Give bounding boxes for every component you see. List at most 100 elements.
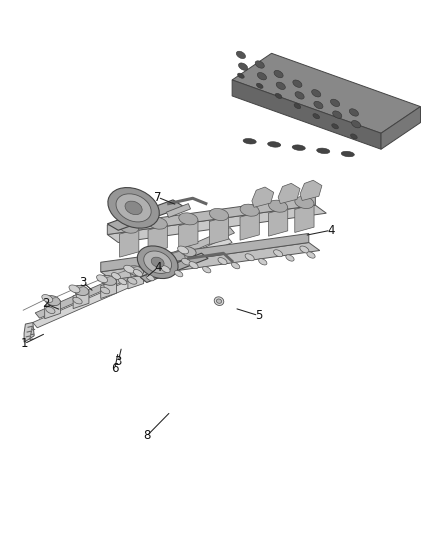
Ellipse shape bbox=[312, 90, 321, 97]
Ellipse shape bbox=[177, 246, 189, 254]
Polygon shape bbox=[268, 208, 288, 236]
Ellipse shape bbox=[42, 295, 53, 302]
Polygon shape bbox=[179, 221, 198, 249]
Ellipse shape bbox=[138, 246, 178, 279]
Ellipse shape bbox=[295, 197, 314, 208]
Polygon shape bbox=[300, 180, 322, 200]
Ellipse shape bbox=[300, 246, 309, 253]
Polygon shape bbox=[381, 107, 420, 149]
Ellipse shape bbox=[294, 103, 301, 109]
Ellipse shape bbox=[69, 285, 80, 293]
Ellipse shape bbox=[314, 101, 323, 109]
Ellipse shape bbox=[101, 276, 117, 285]
Polygon shape bbox=[107, 196, 315, 235]
Ellipse shape bbox=[120, 221, 139, 233]
Ellipse shape bbox=[209, 208, 229, 221]
Ellipse shape bbox=[341, 151, 354, 157]
Ellipse shape bbox=[180, 247, 196, 256]
Ellipse shape bbox=[116, 194, 151, 222]
Ellipse shape bbox=[151, 257, 164, 268]
Ellipse shape bbox=[276, 82, 285, 90]
Polygon shape bbox=[154, 261, 170, 279]
Polygon shape bbox=[101, 243, 320, 280]
Ellipse shape bbox=[333, 111, 342, 118]
Text: 1: 1 bbox=[20, 337, 28, 350]
Polygon shape bbox=[252, 187, 274, 207]
Text: 3: 3 bbox=[115, 355, 122, 368]
Ellipse shape bbox=[293, 80, 302, 87]
Ellipse shape bbox=[237, 51, 245, 59]
Polygon shape bbox=[120, 229, 139, 257]
Ellipse shape bbox=[286, 255, 294, 261]
Ellipse shape bbox=[352, 120, 360, 128]
Ellipse shape bbox=[259, 259, 267, 265]
Polygon shape bbox=[166, 204, 191, 217]
Polygon shape bbox=[101, 233, 309, 272]
Polygon shape bbox=[295, 204, 314, 232]
Polygon shape bbox=[209, 216, 229, 245]
Ellipse shape bbox=[125, 201, 142, 215]
Ellipse shape bbox=[240, 204, 259, 216]
Polygon shape bbox=[33, 237, 232, 328]
Ellipse shape bbox=[155, 268, 164, 274]
Ellipse shape bbox=[100, 287, 110, 294]
Ellipse shape bbox=[96, 275, 108, 282]
Ellipse shape bbox=[274, 70, 283, 78]
Text: 4: 4 bbox=[154, 261, 162, 274]
Polygon shape bbox=[232, 80, 381, 149]
Ellipse shape bbox=[239, 63, 247, 70]
Ellipse shape bbox=[216, 299, 222, 303]
Polygon shape bbox=[148, 225, 167, 253]
Ellipse shape bbox=[134, 270, 142, 277]
Ellipse shape bbox=[332, 124, 339, 129]
Polygon shape bbox=[45, 301, 60, 319]
Ellipse shape bbox=[189, 262, 198, 269]
Ellipse shape bbox=[275, 93, 282, 99]
Text: 6: 6 bbox=[111, 362, 119, 375]
Ellipse shape bbox=[255, 61, 264, 68]
Ellipse shape bbox=[237, 73, 244, 78]
Ellipse shape bbox=[214, 297, 224, 305]
Polygon shape bbox=[140, 253, 208, 282]
Ellipse shape bbox=[350, 134, 357, 139]
Text: 8: 8 bbox=[143, 430, 150, 442]
Ellipse shape bbox=[313, 114, 320, 119]
Ellipse shape bbox=[112, 272, 120, 280]
Ellipse shape bbox=[350, 109, 358, 116]
Ellipse shape bbox=[295, 92, 304, 99]
Ellipse shape bbox=[179, 213, 198, 225]
Ellipse shape bbox=[73, 286, 89, 295]
Ellipse shape bbox=[307, 252, 315, 258]
Polygon shape bbox=[73, 290, 89, 309]
Ellipse shape bbox=[46, 307, 55, 313]
Ellipse shape bbox=[124, 265, 135, 273]
Ellipse shape bbox=[45, 296, 60, 305]
Ellipse shape bbox=[146, 274, 154, 281]
Text: 4: 4 bbox=[327, 224, 335, 237]
Polygon shape bbox=[101, 280, 117, 298]
Polygon shape bbox=[107, 200, 184, 230]
Text: 7: 7 bbox=[154, 191, 162, 204]
Ellipse shape bbox=[256, 83, 263, 88]
Ellipse shape bbox=[243, 139, 256, 144]
Ellipse shape bbox=[268, 200, 288, 212]
Ellipse shape bbox=[203, 266, 211, 273]
Ellipse shape bbox=[274, 250, 283, 257]
Polygon shape bbox=[278, 183, 300, 204]
Ellipse shape bbox=[151, 256, 162, 263]
Text: 5: 5 bbox=[255, 309, 262, 322]
Ellipse shape bbox=[232, 262, 240, 269]
Ellipse shape bbox=[218, 257, 227, 264]
Ellipse shape bbox=[108, 188, 159, 228]
Ellipse shape bbox=[128, 266, 144, 276]
Ellipse shape bbox=[245, 254, 254, 261]
Text: 2: 2 bbox=[42, 297, 50, 310]
Polygon shape bbox=[232, 53, 420, 133]
Ellipse shape bbox=[148, 217, 167, 229]
Polygon shape bbox=[128, 271, 144, 289]
Ellipse shape bbox=[331, 99, 339, 107]
Ellipse shape bbox=[119, 278, 127, 285]
Text: 3: 3 bbox=[80, 276, 87, 289]
Ellipse shape bbox=[181, 259, 191, 265]
Ellipse shape bbox=[127, 278, 137, 284]
